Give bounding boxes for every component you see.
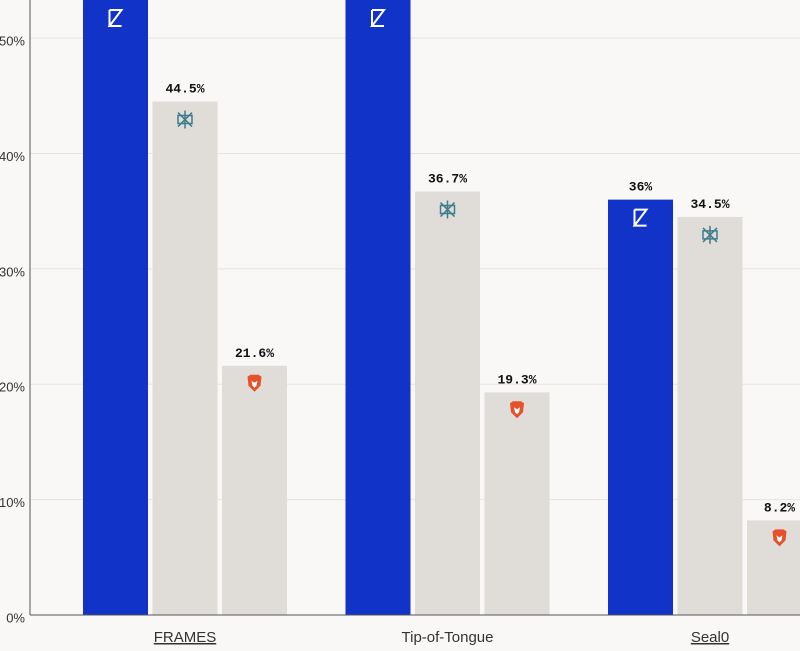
bar xyxy=(608,199,673,615)
perplexity-icon xyxy=(177,110,193,129)
x-tick-label[interactable]: Seal0 xyxy=(691,629,729,646)
exa-icon xyxy=(370,9,386,27)
icon-inner xyxy=(251,380,258,388)
perplexity-icon xyxy=(439,200,456,219)
value-label: 34.5% xyxy=(690,197,729,212)
icon-shape xyxy=(177,110,193,129)
brave-icon xyxy=(772,529,787,547)
value-label: 36% xyxy=(629,180,653,195)
icon-shape xyxy=(632,208,649,227)
bar xyxy=(83,0,148,616)
y-tick-label: 20% xyxy=(0,380,25,395)
x-tick-label[interactable]: FRAMES xyxy=(154,629,217,646)
y-tick-label: 10% xyxy=(0,495,25,510)
y-tick-label: 40% xyxy=(0,149,25,164)
icon-inner xyxy=(514,407,520,415)
value-label: 21.6% xyxy=(235,346,274,361)
icon-inner xyxy=(776,535,783,543)
bars xyxy=(83,0,800,616)
x-tick-label: Tip-of-Tongue xyxy=(402,629,494,646)
bar xyxy=(415,191,480,616)
exa-icon xyxy=(107,9,124,27)
icon-shape xyxy=(370,9,386,27)
y-tick-label: 50% xyxy=(0,34,25,49)
labels: 0% 10% 20% 30% 40% 50% FRAMES 44.5% 21.6% Tip-of-… xyxy=(0,34,795,646)
y-tick-label: 30% xyxy=(0,264,25,279)
icon-shape xyxy=(702,225,718,244)
icon-shape xyxy=(439,200,456,219)
bar xyxy=(345,0,411,616)
y-tick-label: 0% xyxy=(6,610,25,625)
value-label: 44.5% xyxy=(165,82,204,97)
bar xyxy=(222,365,287,615)
icon-shape xyxy=(107,9,124,27)
value-label: 8.2% xyxy=(764,500,795,515)
bar xyxy=(484,392,550,615)
perplexity-icon xyxy=(702,225,718,244)
brave-icon xyxy=(247,374,262,392)
value-label: 19.3% xyxy=(497,372,536,387)
brave-icon xyxy=(510,401,524,419)
value-label: 36.7% xyxy=(428,172,467,187)
bar xyxy=(677,216,743,615)
bar xyxy=(152,101,218,616)
exa-icon xyxy=(632,208,649,227)
